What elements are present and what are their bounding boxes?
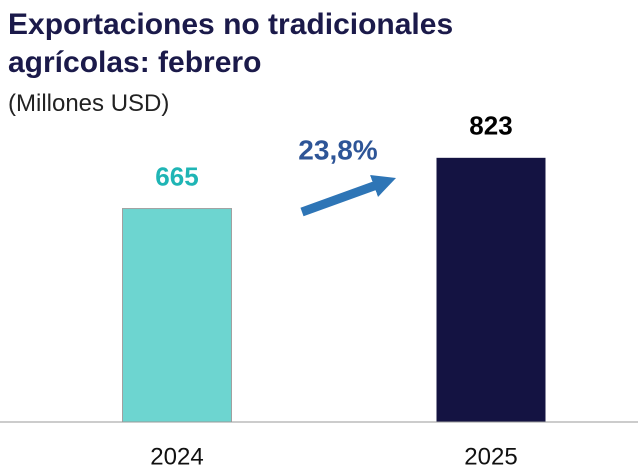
trend-arrow <box>300 174 397 217</box>
annotation: 23,8% <box>298 134 377 165</box>
chart-subtitle: (Millones USD) <box>8 90 170 117</box>
x-tick-label: 2024 <box>150 443 203 468</box>
bar <box>122 208 232 423</box>
value-label: 823 <box>469 111 512 141</box>
value-label: 665 <box>155 161 198 191</box>
x-tick-label: 2025 <box>464 443 517 468</box>
chart-title: Exportaciones no tradicionales agrícolas… <box>8 8 454 79</box>
bar <box>436 157 546 422</box>
